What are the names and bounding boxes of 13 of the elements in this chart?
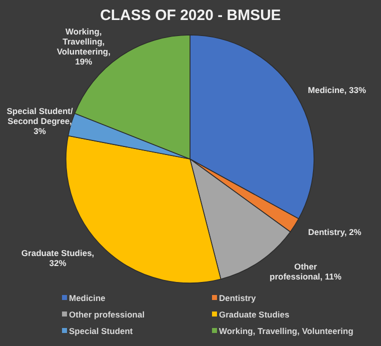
data-label: Special Student/ Second Degree, 3% — [6, 106, 74, 136]
data-label: Other professional, 11% — [270, 261, 342, 282]
legend-label: Working, Travelling, Volunteering — [219, 326, 354, 336]
data-label: Graduate Studies, 32% — [21, 248, 94, 268]
legend-label: Graduate Studies — [219, 310, 290, 320]
data-label: Working, Travelling, Volunteering, 19% — [56, 26, 110, 67]
legend-label: Medicine — [69, 293, 106, 303]
legend-label: Other professional — [69, 310, 145, 320]
legend-label: Special Student — [69, 326, 133, 336]
data-label: Dentistry, 2% — [308, 226, 362, 237]
chart-title: CLASS OF 2020 - BMSUE — [100, 7, 281, 24]
data-label: Medicine, 33% — [308, 84, 366, 95]
legend-label: Dentistry — [219, 293, 256, 303]
